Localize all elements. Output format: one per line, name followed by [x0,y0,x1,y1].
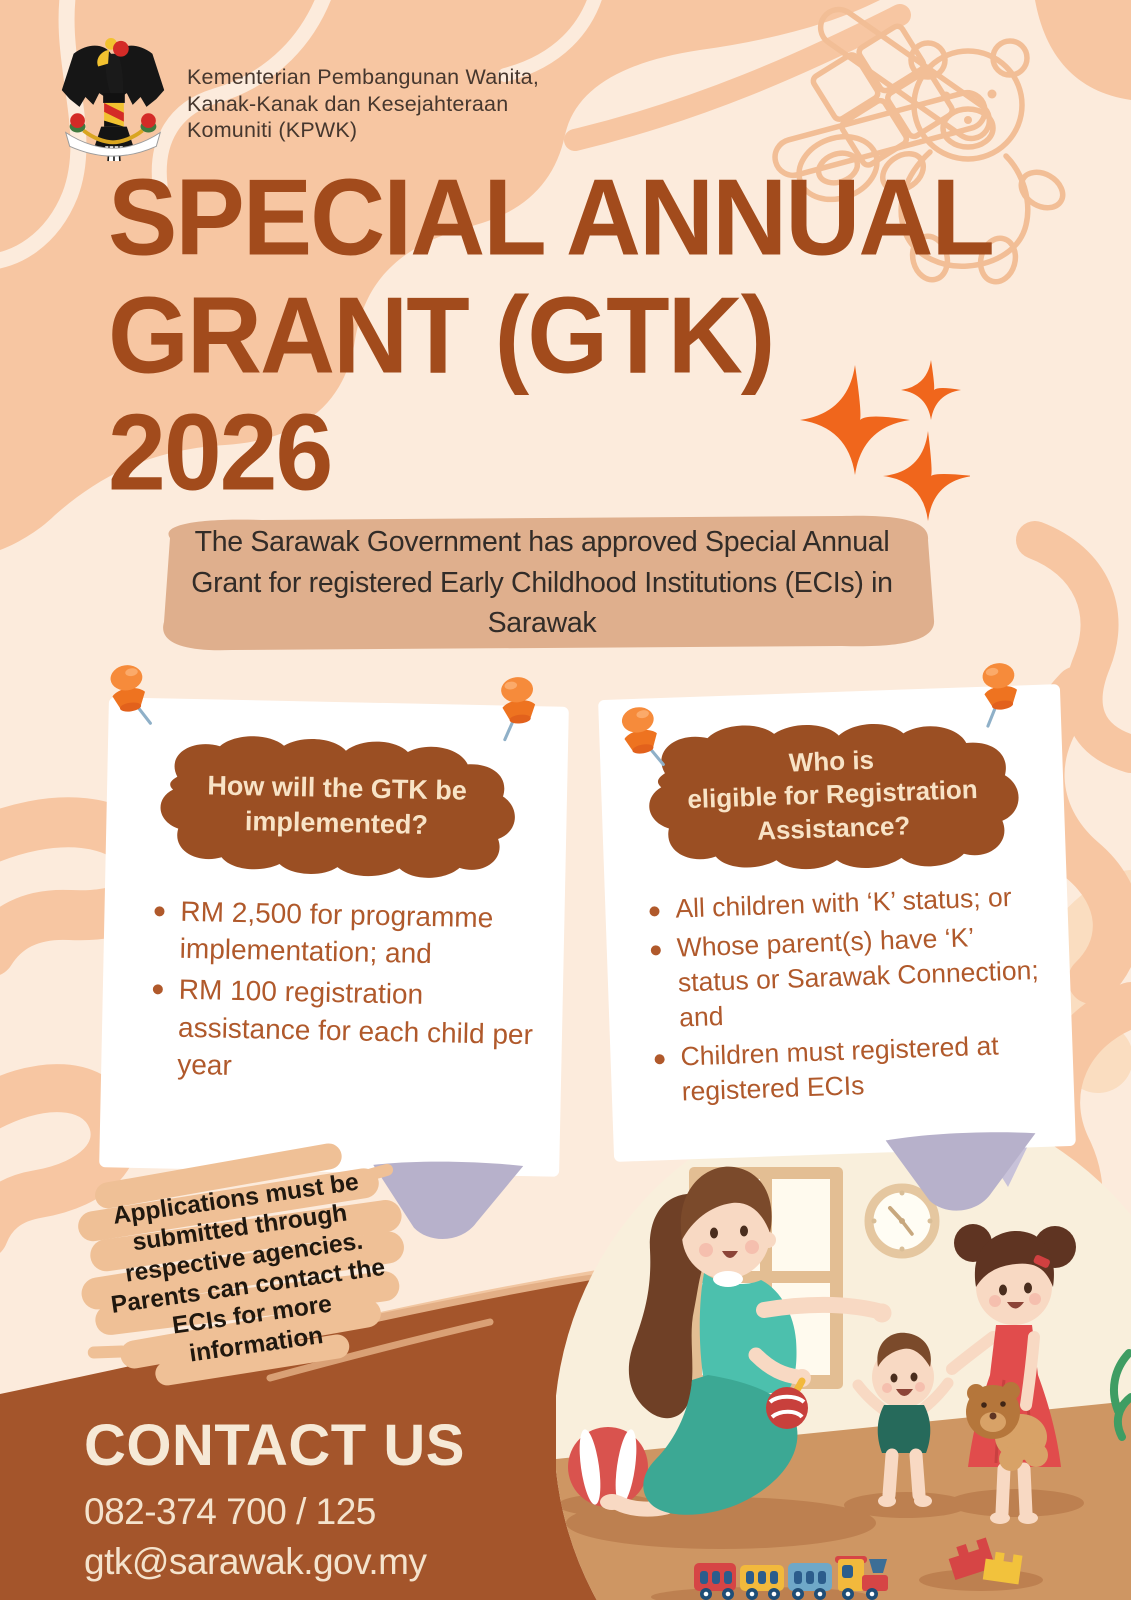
title-line: 2026 [108,393,333,514]
ministry-line: Kementerian Pembangunan Wanita, [187,65,540,89]
heading-blob-shape [160,736,515,878]
page-title: SPECIAL ANNUAL GRANT (GTK) 2026 [108,158,995,514]
brush-stroke-background [163,515,935,651]
plant-leaf [1109,1349,1131,1441]
heading-line: How will the GTK be [207,770,468,806]
title-line: GRANT (GTK) [108,275,775,397]
heading-line: Who is [788,744,875,778]
pushpin-icon [110,665,152,725]
pushpin-icon [621,707,665,767]
ministry-line: Kanak-Kanak dan Kesejahteraan [187,91,509,116]
heading-line: eligible for Registration [686,774,979,815]
bullet-item: Whose parent(s) have ‘K’ status or Saraw… [646,918,1047,1037]
teddy-bear-toy [966,1382,1048,1471]
contact-heading: CONTACT US [84,1413,465,1478]
heading-line: Assistance? [756,810,911,846]
bullet-item: Children must registered at registered E… [650,1027,1050,1111]
application-note: Applications must be submitted through r… [56,1123,436,1421]
info-card-eligibility: Who is eligible for Registration Assista… [598,684,1076,1211]
beach-ball [568,1427,648,1507]
page-curl [373,1161,524,1239]
rattle-toy [766,1387,808,1429]
card-heading: How will the GTK be implemented? [145,728,528,884]
contact-email: gtk@sarawak.gov.my [84,1541,427,1582]
title-line: SPECIAL ANNUAL [108,158,995,279]
card-heading-blob: How will the GTK be implemented? [145,728,528,884]
hair-bow [1033,1255,1050,1268]
note-text: Applications must be submitted through r… [109,1168,387,1368]
card-bullet-list: RM 2,500 for programme implementation; a… [101,891,565,1091]
heading-blob-shape [649,724,1019,870]
ministry-line: Komuniti (KPWK) [187,118,358,143]
brush-stroke-background [78,1143,404,1386]
pushpin-icon [501,677,536,742]
wall-clock-icon [864,1183,940,1259]
page-curl [885,1132,1036,1211]
subtitle-text: The Sarawak Government has approved Spec… [191,526,893,640]
ministry-name: Kementerian Pembangunan Wanita, Kanak-Ka… [187,64,539,144]
toddler-figure [852,1332,954,1507]
contact-section: CONTACT US 082-374 700 / 125 gtk@sarawak… [84,1412,465,1583]
card-heading: Who is eligible for Registration Assista… [632,709,1033,881]
building-blocks [948,1537,1023,1585]
girl-figure [946,1224,1076,1524]
sarawak-crest-logo [61,37,165,162]
bullet-item: RM 2,500 for programme implementation; a… [149,892,552,975]
card-heading-blob: Who is eligible for Registration Assista… [632,709,1033,881]
heading-line: implemented? [244,806,429,840]
card-bullet-list: All children with ‘K’ status; or Whose p… [605,878,1074,1112]
pushpin-icon [982,663,1018,728]
playroom-illustration [556,1095,1131,1600]
info-card-implementation: How will the GTK be implemented? RM 2,50… [99,697,569,1239]
subtitle-banner: The Sarawak Government has approved Spec… [142,512,942,654]
toy-train [694,1556,888,1600]
toy-blocks-doodle-icon [772,6,993,203]
teddy-bear-doodle-icon [880,38,1066,285]
caregiver-figure [600,1166,892,1517]
contact-phone: 082-374 700 / 125 [84,1491,376,1532]
sparkle-icon [800,360,970,521]
bullet-item: RM 100 registration assistance for each … [147,971,551,1091]
